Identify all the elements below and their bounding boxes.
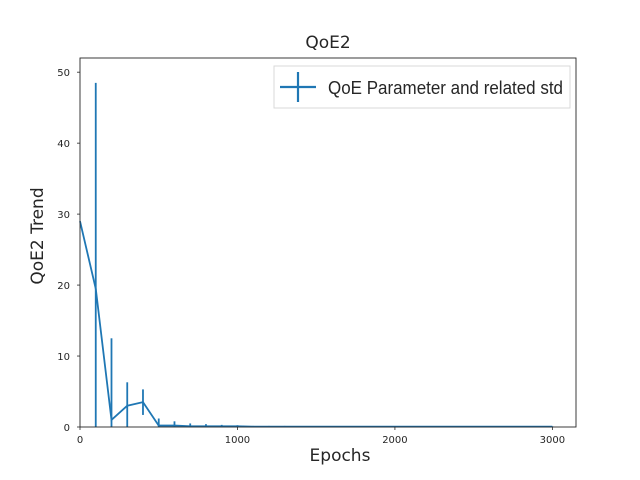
y-tick-label: 50 — [57, 68, 70, 79]
y-tick-label: 0 — [64, 423, 70, 434]
legend-frame — [273, 65, 571, 109]
x-tick-label: 2000 — [382, 435, 407, 446]
x-tick-label: 1000 — [225, 435, 250, 446]
legend-label: QoE Parameter and related std — [328, 78, 563, 98]
y-axis-label: QoE2 Trend — [28, 187, 48, 284]
x-tick-label: 3000 — [540, 435, 565, 446]
y-axis-ticks: 0 10 20 30 40 50 — [57, 68, 80, 434]
y-tick-label: 10 — [57, 352, 70, 363]
x-axis-ticks: 0 1000 2000 3000 — [77, 427, 565, 446]
y-tick-label: 20 — [57, 281, 70, 292]
y-tick-label: 40 — [57, 139, 70, 150]
legend: QoE Parameter and related std — [273, 65, 571, 109]
plot-area — [79, 82, 554, 428]
x-tick-label: 0 — [77, 435, 83, 446]
chart-title: QoE2 — [305, 33, 350, 53]
series-line — [79, 221, 553, 428]
axes-frame — [79, 57, 577, 428]
y-tick-label: 30 — [57, 210, 70, 221]
x-axis-label: Epochs — [310, 446, 371, 466]
